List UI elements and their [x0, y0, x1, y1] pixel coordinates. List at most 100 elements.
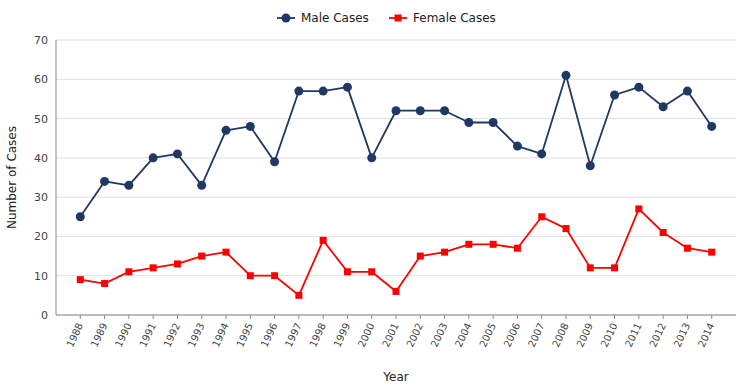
- y-tick-label: 50: [34, 113, 48, 126]
- legend-label: Male Cases: [301, 11, 369, 25]
- x-tick-label: 2007: [526, 321, 547, 349]
- x-tick: [687, 315, 688, 319]
- data-point: [537, 149, 546, 158]
- data-point: [344, 268, 351, 275]
- x-tick-label: 1999: [332, 321, 353, 349]
- data-point: [343, 83, 352, 92]
- x-tick: [298, 315, 299, 319]
- legend-item: Female Cases: [389, 11, 496, 25]
- x-tick-label: 2011: [623, 321, 644, 349]
- y-tick-label: 30: [34, 191, 48, 204]
- data-point: [465, 241, 472, 248]
- y-axis-line: [56, 40, 57, 315]
- data-point: [611, 264, 618, 271]
- x-tick: [663, 315, 664, 319]
- data-point: [489, 118, 498, 127]
- data-point: [320, 237, 327, 244]
- data-point: [708, 249, 715, 256]
- data-point: [417, 253, 424, 260]
- legend-marker: [282, 14, 291, 23]
- x-tick-label: 2013: [672, 321, 693, 349]
- x-tick: [250, 315, 251, 319]
- data-point: [659, 102, 668, 111]
- grid-line: [56, 79, 736, 80]
- x-tick: [153, 315, 154, 319]
- data-point: [77, 276, 84, 283]
- data-point: [100, 177, 109, 186]
- data-point: [538, 213, 545, 220]
- y-tick-label: 70: [34, 34, 48, 47]
- x-tick-label: 2000: [356, 321, 377, 349]
- legend-item: Male Cases: [277, 11, 369, 25]
- plot-area: [76, 71, 716, 299]
- data-point: [464, 118, 473, 127]
- data-point: [634, 83, 643, 92]
- data-point: [101, 280, 108, 287]
- x-tick-label: 2003: [429, 321, 450, 349]
- data-point: [441, 249, 448, 256]
- data-point: [247, 272, 254, 279]
- data-point: [367, 153, 376, 162]
- x-tick: [396, 315, 397, 319]
- x-tick-label: 2012: [647, 321, 668, 349]
- grid-line: [56, 275, 736, 276]
- x-tick-label: 2006: [502, 321, 523, 349]
- chart-container: 0102030405060701988198919901991199219931…: [0, 0, 752, 387]
- y-tick-label: 40: [34, 152, 48, 165]
- data-point: [393, 288, 400, 295]
- x-tick: [420, 315, 421, 319]
- data-point: [416, 106, 425, 115]
- legend: Male Cases Female Cases: [277, 11, 496, 25]
- x-axis: 1988198919901991199219931994199519961997…: [56, 315, 736, 349]
- x-tick: [638, 315, 639, 319]
- y-tick-label: 20: [34, 230, 48, 243]
- x-tick: [80, 315, 81, 319]
- data-point: [586, 161, 595, 170]
- data-point: [392, 106, 401, 115]
- data-point: [223, 249, 230, 256]
- data-point: [440, 106, 449, 115]
- data-point: [295, 292, 302, 299]
- x-tick-label: 1989: [89, 321, 110, 349]
- x-tick-label: 1992: [162, 321, 183, 349]
- x-tick-label: 2008: [550, 321, 571, 349]
- data-point: [610, 91, 619, 100]
- series-line: [80, 209, 711, 295]
- data-point: [587, 264, 594, 271]
- data-point: [635, 205, 642, 212]
- series-line: [80, 75, 711, 216]
- x-tick-label: 2001: [380, 321, 401, 349]
- x-tick-label: 1990: [113, 321, 134, 349]
- data-point: [707, 122, 716, 131]
- data-point: [514, 245, 521, 252]
- x-tick-label: 2010: [599, 321, 620, 349]
- x-tick: [468, 315, 469, 319]
- data-point: [124, 181, 133, 190]
- x-tick-label: 2005: [477, 321, 498, 349]
- data-point: [246, 122, 255, 131]
- grid-line: [56, 236, 736, 237]
- x-tick: [566, 315, 567, 319]
- x-tick-label: 1998: [307, 321, 328, 349]
- x-tick: [371, 315, 372, 319]
- y-tick-label: 60: [34, 73, 48, 86]
- x-tick-label: 2004: [453, 321, 474, 349]
- data-point: [174, 260, 181, 267]
- grid-line: [56, 40, 736, 41]
- grid-line: [56, 118, 736, 119]
- data-point: [149, 153, 158, 162]
- x-tick: [128, 315, 129, 319]
- x-tick: [104, 315, 105, 319]
- x-tick-label: 1993: [186, 321, 207, 349]
- data-point: [368, 268, 375, 275]
- x-tick: [711, 315, 712, 319]
- x-tick-label: 1994: [210, 321, 231, 349]
- data-point: [513, 142, 522, 151]
- data-point: [173, 149, 182, 158]
- x-tick: [614, 315, 615, 319]
- x-axis-title: Year: [382, 370, 408, 384]
- x-tick: [323, 315, 324, 319]
- x-tick-label: 1996: [259, 321, 280, 349]
- data-point: [271, 272, 278, 279]
- x-tick: [493, 315, 494, 319]
